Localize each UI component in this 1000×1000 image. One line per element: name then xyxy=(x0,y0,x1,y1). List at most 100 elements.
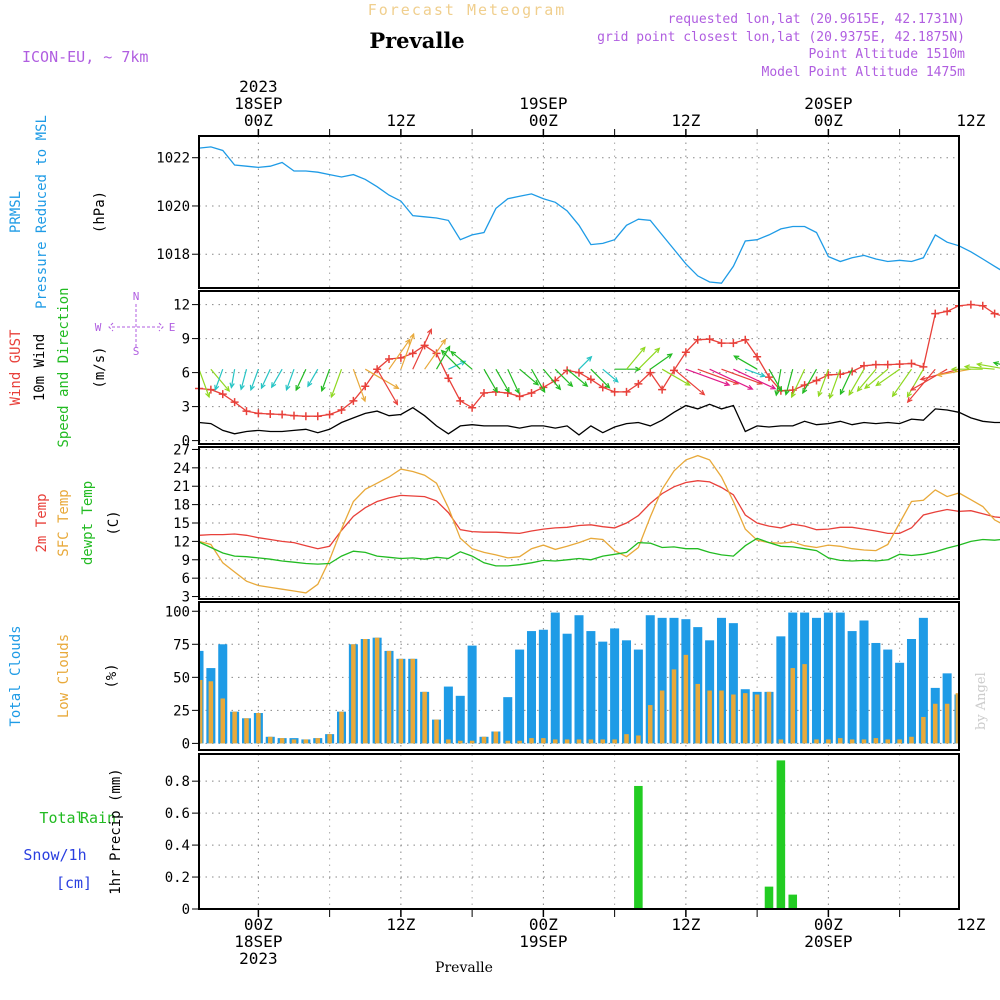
time-label-top: 12Z xyxy=(386,111,415,130)
wind-arrow xyxy=(818,368,829,397)
cloud-bar-low xyxy=(659,690,665,744)
cloud-bar-low xyxy=(897,739,902,744)
cloud-bar-low xyxy=(671,669,677,744)
gust-marker xyxy=(349,396,358,405)
gust-marker xyxy=(622,387,631,396)
temperature-ytick-label: 15 xyxy=(173,516,190,532)
gust-marker xyxy=(907,359,916,368)
cloud-bar-low xyxy=(707,690,712,744)
wind-side-label: (m/s) xyxy=(92,346,108,388)
wind-arrow xyxy=(566,368,588,387)
cloud-bar-low xyxy=(814,739,819,744)
wind-arrow-head xyxy=(514,388,520,395)
wind-arrow xyxy=(857,368,877,392)
watermark: by Angel xyxy=(974,672,989,730)
wind-arrow xyxy=(768,368,783,392)
wind-arrow-head xyxy=(360,396,367,403)
wind-arrow-head xyxy=(875,380,882,387)
gust-marker xyxy=(883,360,892,369)
clouds-ytick-label: 25 xyxy=(173,703,190,719)
wind-arrow-head xyxy=(392,399,399,406)
wind-arrow-head xyxy=(405,338,411,345)
wind-arrow xyxy=(907,368,936,403)
wind-arrow-head xyxy=(450,350,457,357)
precip-label-rain: Rain xyxy=(80,809,116,827)
wind-arrow-head xyxy=(445,345,451,352)
cloud-bar-low xyxy=(932,703,938,744)
wind-arrow xyxy=(937,368,971,376)
wind-arrow-head xyxy=(864,383,871,390)
gust-marker xyxy=(396,353,405,362)
cloud-bar-low xyxy=(790,668,796,744)
wind-arrow-head xyxy=(936,371,943,378)
compass-e: E xyxy=(169,321,176,334)
wind-arrow xyxy=(530,368,546,393)
time-label-bottom: 00Z xyxy=(814,915,843,934)
wind-arrow-head xyxy=(684,380,691,386)
cloud-bar-low xyxy=(446,739,451,744)
precip-bar xyxy=(634,785,643,909)
temperature-ytick-label: 6 xyxy=(182,571,190,587)
gust-marker xyxy=(693,335,702,344)
compass-s: S xyxy=(133,345,140,358)
wind-ytick-label: 12 xyxy=(173,298,190,314)
cloud-bar-low xyxy=(826,739,831,744)
temperature-side-label: (C) xyxy=(106,510,122,535)
gust-marker xyxy=(717,339,726,348)
gust-marker xyxy=(848,367,857,376)
clouds-ytick-label: 50 xyxy=(173,670,190,686)
gust-marker xyxy=(586,375,595,384)
wind-series-10m-wind xyxy=(198,403,1000,436)
cloud-bar-total xyxy=(835,612,845,744)
wind-arrow-head xyxy=(666,353,673,359)
temperature-panel-frame xyxy=(198,446,960,600)
cloud-bar-low xyxy=(742,693,748,744)
cloud-bar-total xyxy=(633,649,643,744)
cloud-bar-low xyxy=(837,738,843,744)
wind-arrow xyxy=(875,368,900,387)
precip-ytick-label: 0.6 xyxy=(165,806,190,822)
wind-arrow-head xyxy=(699,389,706,396)
temperature-side-label: SFC Temp xyxy=(56,489,72,556)
wind-arrow-head xyxy=(320,385,326,393)
gust-marker xyxy=(765,373,773,382)
clouds-side-label: Total Clouds xyxy=(8,625,24,726)
wind-arrow xyxy=(733,368,776,390)
precip-bar xyxy=(764,886,774,909)
wind-arrow xyxy=(260,368,271,389)
wind-arrow-head xyxy=(856,386,863,393)
gust-marker xyxy=(313,412,322,421)
wind-arrow xyxy=(829,368,841,399)
pressure-panel-bg xyxy=(199,136,959,288)
wind-arrow xyxy=(271,368,283,388)
pressure-side-label: (hPa) xyxy=(92,191,108,233)
cloud-bar-total xyxy=(515,649,525,744)
temperature-side-label: dewpt Temp xyxy=(80,481,96,565)
wind-arrow xyxy=(424,339,446,370)
gust-marker xyxy=(254,409,263,418)
cloud-bar-total xyxy=(847,631,857,744)
compass-cross xyxy=(108,304,164,348)
compass-n: N xyxy=(133,290,140,303)
wind-arrow-head xyxy=(909,385,917,391)
precip-label-snow: Snow/1h xyxy=(23,846,86,864)
wind-arrow xyxy=(250,368,259,390)
cloud-bar-total xyxy=(883,649,893,744)
cloud-bar-total xyxy=(621,640,632,744)
cloud-bar-low xyxy=(256,713,261,744)
gust-marker xyxy=(337,406,346,414)
cloud-bar-low xyxy=(955,693,958,744)
clouds-ytick-label: 0 xyxy=(182,736,190,752)
pressure-side-label: Pressure Reduced to MSL xyxy=(34,115,50,309)
cloud-bar-low xyxy=(208,681,214,744)
wind-arrow-head xyxy=(802,387,808,395)
cloud-bar-low xyxy=(944,703,950,744)
wind-arrow xyxy=(965,366,995,370)
gust-marker xyxy=(242,407,251,416)
wind-arrow xyxy=(791,368,806,398)
wind-arrow-head xyxy=(891,391,898,398)
cloud-bar-low xyxy=(232,711,237,744)
cloud-bar-low xyxy=(541,738,546,744)
wind-arrow-head xyxy=(271,382,277,389)
